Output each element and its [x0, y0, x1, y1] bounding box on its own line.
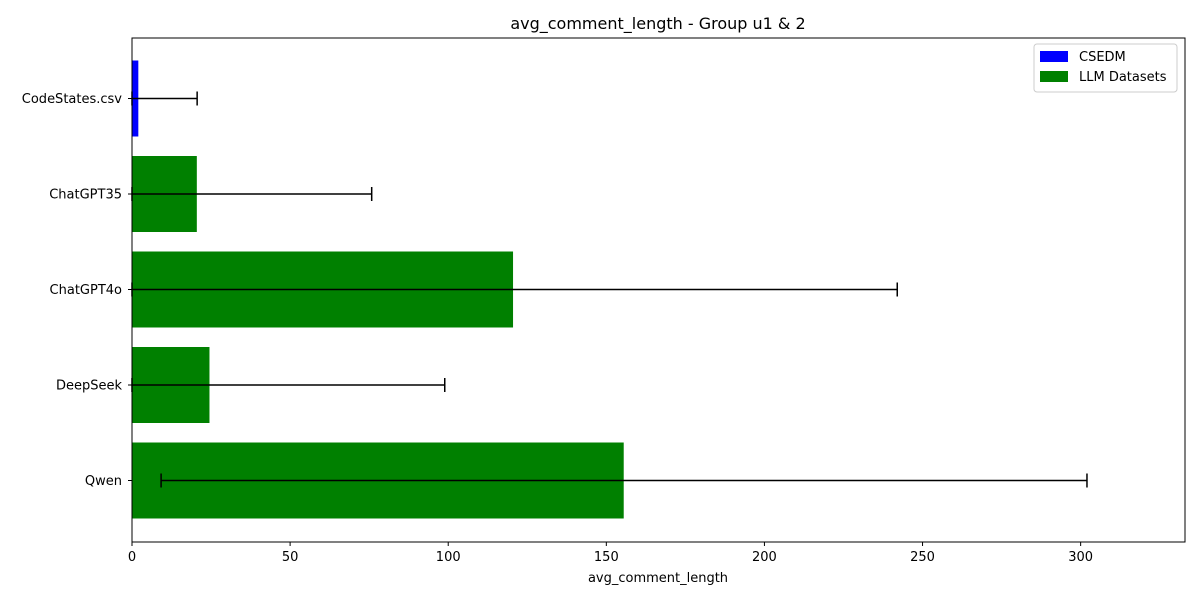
x-tick-label: 0 — [128, 550, 136, 565]
error-bars-layer — [131, 91, 1088, 488]
x-tick-label: 300 — [1068, 550, 1093, 565]
legend: CSEDM LLM Datasets — [1033, 43, 1178, 93]
error-bar — [131, 91, 198, 106]
x-tick-label: 50 — [282, 550, 299, 565]
error-bar — [160, 473, 1088, 488]
y-tick-label: CodeStates.csv — [22, 92, 123, 107]
y-axis: CodeStates.csv ChatGPT35 ChatGPT4o DeepSeek… — [22, 92, 132, 489]
x-tick-label: 150 — [594, 550, 619, 565]
x-tick-label: 100 — [436, 550, 461, 565]
y-tick-label: DeepSeek — [56, 379, 123, 394]
x-tick-label: 250 — [910, 550, 935, 565]
legend-box — [1033, 43, 1178, 93]
legend-swatch — [1040, 51, 1068, 62]
y-tick-label: ChatGPT35 — [49, 188, 122, 203]
legend-label: LLM Datasets — [1079, 70, 1167, 85]
legend-swatch — [1040, 71, 1068, 82]
y-tick-label: Qwen — [85, 474, 122, 489]
x-axis: 0 50 100 150 200 250 300 — [128, 542, 1093, 565]
x-axis-label: avg_comment_length — [588, 571, 728, 586]
chart-title: avg_comment_length - Group u1 & 2 — [510, 14, 805, 34]
legend-label: CSEDM — [1079, 50, 1126, 65]
x-tick-label: 200 — [752, 550, 777, 565]
y-tick-label: ChatGPT4o — [50, 283, 123, 298]
